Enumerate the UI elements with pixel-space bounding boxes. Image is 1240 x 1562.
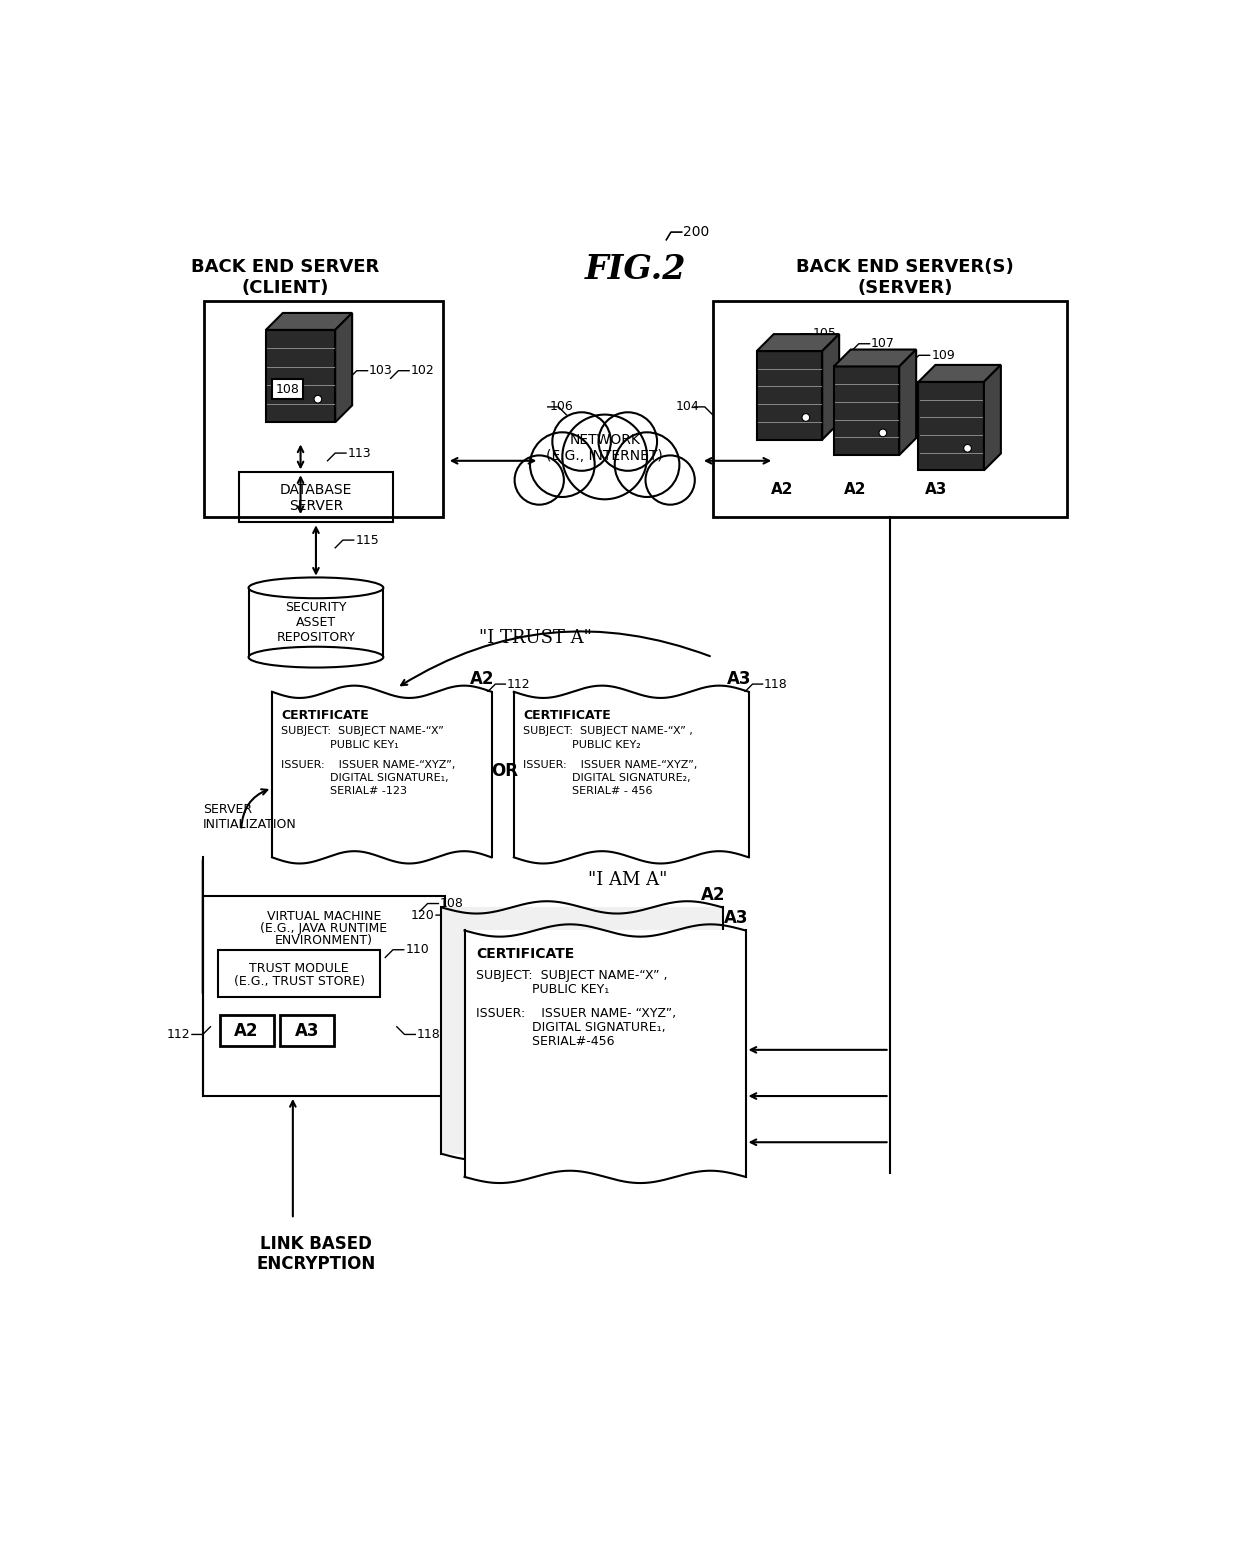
Text: ENVIRONMENT): ENVIRONMENT) bbox=[275, 934, 373, 947]
Text: 108: 108 bbox=[440, 897, 464, 911]
Text: SUBJECT:  SUBJECT NAME-“X”: SUBJECT: SUBJECT NAME-“X” bbox=[281, 726, 444, 736]
Text: "I AM A": "I AM A" bbox=[588, 872, 667, 889]
Circle shape bbox=[963, 445, 971, 451]
Text: OR: OR bbox=[491, 762, 518, 779]
Text: SECURITY
ASSET
REPOSITORY: SECURITY ASSET REPOSITORY bbox=[277, 601, 356, 644]
Circle shape bbox=[314, 395, 321, 403]
Text: 107: 107 bbox=[872, 337, 895, 350]
Text: 120: 120 bbox=[410, 909, 434, 922]
Polygon shape bbox=[899, 350, 916, 455]
Text: A3: A3 bbox=[925, 483, 947, 497]
Circle shape bbox=[563, 414, 647, 500]
Text: 114: 114 bbox=[463, 1017, 486, 1029]
Polygon shape bbox=[272, 692, 491, 858]
Text: 112: 112 bbox=[167, 1028, 191, 1040]
Text: 200: 200 bbox=[683, 225, 709, 239]
Text: CERTIFICATE: CERTIFICATE bbox=[281, 709, 370, 722]
Circle shape bbox=[529, 433, 595, 497]
Text: ISSUER:    ISSUER NAME-“XYZ”,: ISSUER: ISSUER NAME-“XYZ”, bbox=[523, 759, 697, 770]
Polygon shape bbox=[335, 312, 352, 422]
Polygon shape bbox=[919, 381, 983, 470]
Text: 106: 106 bbox=[549, 400, 573, 414]
Polygon shape bbox=[248, 587, 383, 658]
Circle shape bbox=[646, 456, 694, 505]
Text: BACK END SERVER
(CLIENT): BACK END SERVER (CLIENT) bbox=[191, 258, 379, 297]
Text: SUBJECT:  SUBJECT NAME-“X” ,: SUBJECT: SUBJECT NAME-“X” , bbox=[523, 726, 693, 736]
Polygon shape bbox=[919, 366, 1001, 381]
Polygon shape bbox=[822, 334, 839, 439]
Text: SUBJECT:  SUBJECT NAME-“X” ,: SUBJECT: SUBJECT NAME-“X” , bbox=[476, 968, 667, 982]
Text: CERTIFICATE: CERTIFICATE bbox=[523, 709, 611, 722]
Text: 104: 104 bbox=[676, 400, 699, 414]
Text: ISSUER:    ISSUER NAME- “XYZ”,: ISSUER: ISSUER NAME- “XYZ”, bbox=[476, 1007, 676, 1020]
Text: A3: A3 bbox=[727, 670, 751, 687]
Polygon shape bbox=[983, 366, 1001, 470]
Polygon shape bbox=[265, 330, 335, 422]
Text: 102: 102 bbox=[410, 364, 434, 376]
Text: A2: A2 bbox=[770, 483, 794, 497]
Circle shape bbox=[879, 430, 887, 437]
Text: CERTIFICATE: CERTIFICATE bbox=[476, 948, 574, 962]
Text: A2: A2 bbox=[470, 670, 495, 687]
Text: SERIAL#-456: SERIAL#-456 bbox=[476, 1036, 615, 1048]
Polygon shape bbox=[465, 931, 745, 1176]
Text: SERIAL# -123: SERIAL# -123 bbox=[281, 786, 407, 795]
Polygon shape bbox=[513, 692, 749, 858]
Text: "I TRUST A": "I TRUST A" bbox=[479, 629, 591, 647]
Text: 115: 115 bbox=[355, 534, 379, 547]
Text: 110: 110 bbox=[405, 943, 429, 956]
Text: 112: 112 bbox=[507, 678, 531, 690]
Text: (E.G., JAVA RUNTIME: (E.G., JAVA RUNTIME bbox=[260, 922, 388, 936]
Text: A3: A3 bbox=[724, 909, 749, 926]
Text: 103: 103 bbox=[370, 364, 393, 376]
Text: DIGITAL SIGNATURE₂,: DIGITAL SIGNATURE₂, bbox=[523, 773, 691, 783]
Text: DIGITAL SIGNATURE₁,: DIGITAL SIGNATURE₁, bbox=[281, 773, 449, 783]
Text: SERVER
INITIALIZATION: SERVER INITIALIZATION bbox=[203, 803, 296, 831]
Text: A3: A3 bbox=[294, 1022, 319, 1040]
Circle shape bbox=[615, 433, 680, 497]
Ellipse shape bbox=[248, 578, 383, 598]
Text: (E.G., TRUST STORE): (E.G., TRUST STORE) bbox=[233, 975, 365, 989]
Text: DATABASE
SERVER: DATABASE SERVER bbox=[280, 483, 352, 512]
Text: NETWORK
(E.G., INTERNET): NETWORK (E.G., INTERNET) bbox=[547, 433, 663, 462]
Text: VIRTUAL MACHINE: VIRTUAL MACHINE bbox=[267, 909, 381, 923]
Polygon shape bbox=[833, 367, 899, 455]
Text: FIG.2: FIG.2 bbox=[585, 253, 686, 286]
Text: DIGITAL SIGNATURE₁,: DIGITAL SIGNATURE₁, bbox=[476, 1022, 666, 1034]
Text: A2: A2 bbox=[234, 1022, 259, 1040]
Polygon shape bbox=[265, 312, 352, 330]
Circle shape bbox=[515, 456, 564, 505]
Circle shape bbox=[599, 412, 657, 470]
Text: PUBLIC KEY₁: PUBLIC KEY₁ bbox=[281, 739, 399, 750]
Polygon shape bbox=[441, 908, 723, 1154]
Text: BACK END SERVER(S)
(SERVER): BACK END SERVER(S) (SERVER) bbox=[796, 258, 1014, 297]
Ellipse shape bbox=[248, 647, 383, 667]
Text: 113: 113 bbox=[347, 447, 371, 459]
Text: LINK BASED
ENCRYPTION: LINK BASED ENCRYPTION bbox=[257, 1234, 376, 1273]
Text: PUBLIC KEY₂: PUBLIC KEY₂ bbox=[523, 739, 641, 750]
Text: ISSUER:    ISSUER NAME-“XYZ”,: ISSUER: ISSUER NAME-“XYZ”, bbox=[281, 759, 455, 770]
Text: 108: 108 bbox=[275, 383, 299, 395]
Text: PUBLIC KEY₁: PUBLIC KEY₁ bbox=[476, 982, 609, 997]
Circle shape bbox=[552, 412, 611, 470]
Text: 109: 109 bbox=[931, 348, 955, 362]
Text: 105: 105 bbox=[812, 328, 837, 341]
Text: 118: 118 bbox=[764, 678, 787, 690]
Text: TRUST MODULE: TRUST MODULE bbox=[249, 962, 348, 975]
Text: 118: 118 bbox=[417, 1028, 440, 1040]
Polygon shape bbox=[756, 351, 822, 439]
Text: A2: A2 bbox=[843, 483, 867, 497]
Polygon shape bbox=[756, 334, 839, 351]
Text: A2: A2 bbox=[701, 886, 725, 903]
Text: SERIAL# - 456: SERIAL# - 456 bbox=[523, 786, 652, 795]
Polygon shape bbox=[833, 350, 916, 367]
Circle shape bbox=[802, 414, 810, 422]
